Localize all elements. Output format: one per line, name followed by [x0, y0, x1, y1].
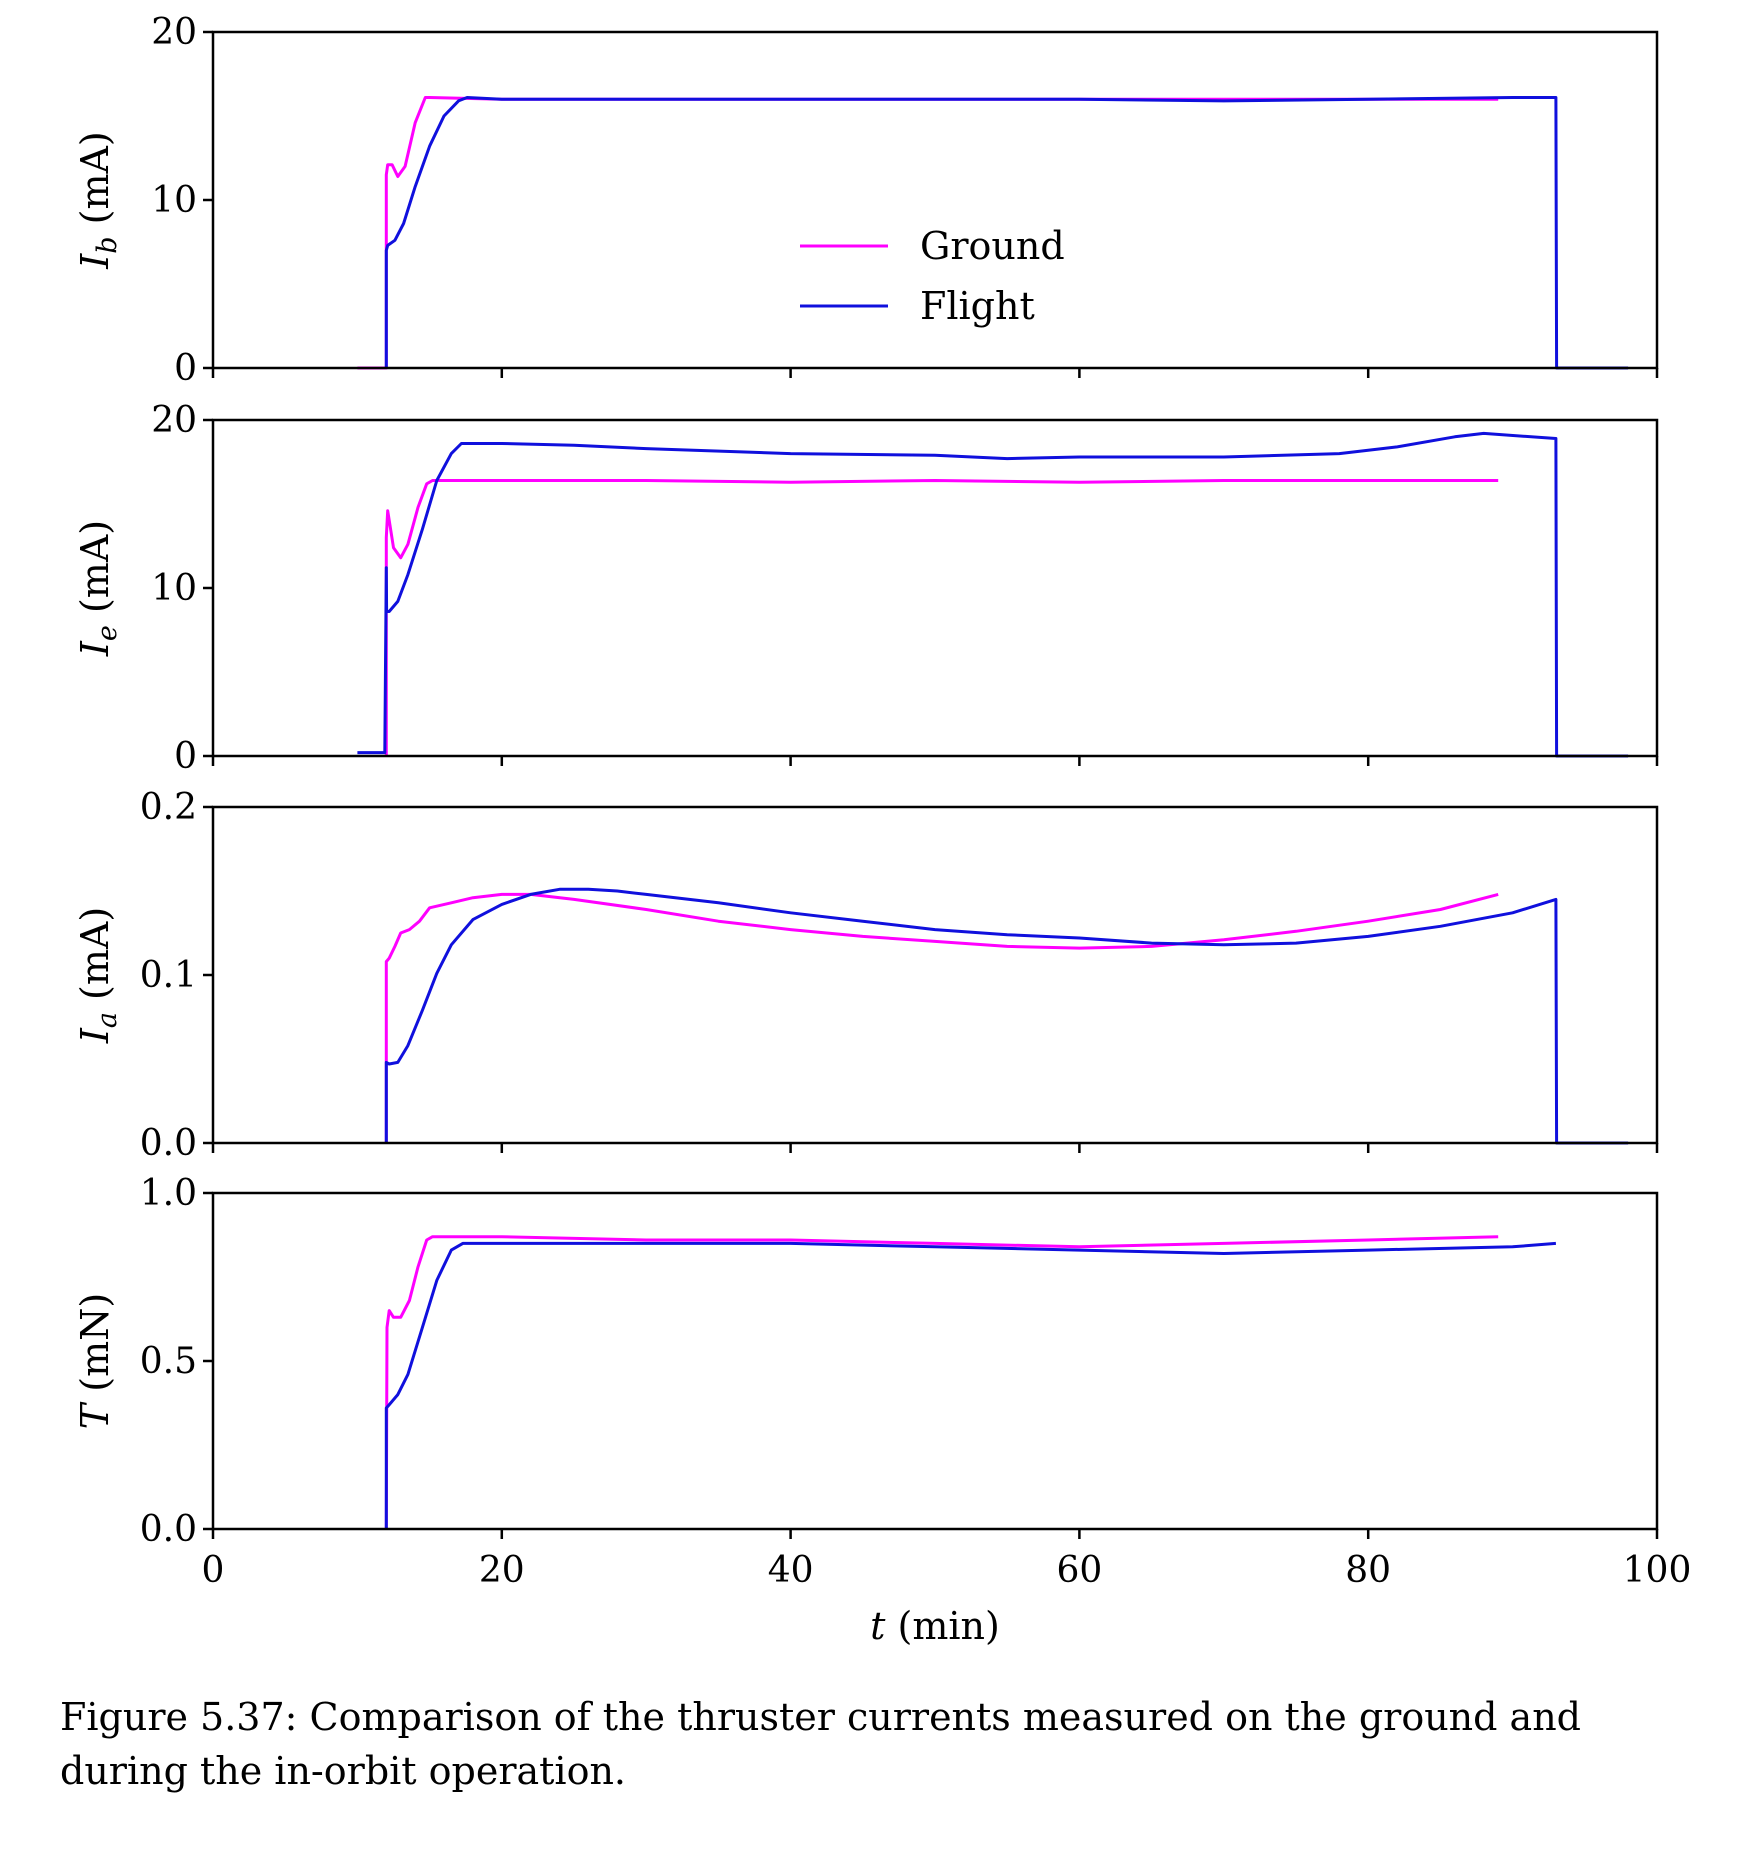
- ytick-label-Ie: 20: [151, 400, 197, 441]
- ytick-label-Ia: 0.0: [140, 1123, 197, 1164]
- legend-label-flight: Flight: [920, 284, 1035, 328]
- ylabel-T: T (mN): [73, 1293, 117, 1429]
- series-line-Ia-ground: [384, 892, 1499, 1143]
- ylabel-unit: (mA): [73, 907, 117, 1012]
- ylabel-Ie: Ie (mA): [73, 520, 123, 657]
- ylabel-Ia: Ia (mA): [73, 907, 123, 1044]
- xlabel: t (min): [870, 1604, 1000, 1648]
- ylabel-Ib: Ib (mA): [73, 131, 123, 270]
- legend-label-ground: Ground: [920, 224, 1065, 268]
- series-line-Ie-flight: [357, 431, 1629, 758]
- ylabel-subscript: b: [92, 236, 123, 253]
- figure-chart: 0 10 20 Ib (mA) 0 10 20 Ie (mA) 0.0 0.1 0.2 Ia (mA)…: [73, 12, 1692, 1648]
- ylabel-symbol: I: [73, 1027, 117, 1044]
- xlabel-unit: (min): [885, 1604, 999, 1648]
- xlabel-symbol: t: [870, 1604, 886, 1648]
- ylabel-symbol: I: [73, 640, 117, 657]
- ytick-label-Ia: 0.2: [140, 787, 197, 828]
- ylabel-symbol: T: [73, 1401, 117, 1429]
- series-line-Ie-ground: [384, 479, 1499, 756]
- panel-frame-Ia: [211, 805, 1659, 1145]
- ylabel-unit: (mA): [73, 520, 117, 625]
- panel-frame-Ie: [211, 418, 1659, 758]
- ytick-label-T: 0.0: [140, 1509, 197, 1550]
- ytick-label-Ib: 20: [151, 12, 197, 53]
- ylabel-symbol: I: [73, 253, 117, 270]
- ylabel-unit: (mN): [73, 1293, 117, 1404]
- xtick-label: 0: [202, 1550, 225, 1591]
- ytick-label-Ie: 0: [174, 736, 197, 777]
- ytick-label-T: 0.5: [140, 1341, 197, 1382]
- ylabel-subscript: a: [92, 1012, 123, 1028]
- xtick-label: 80: [1345, 1550, 1391, 1591]
- series-line-Ib-flight: [384, 96, 1629, 370]
- series-line-T-flight: [384, 1241, 1557, 1529]
- ytick-label-Ia: 0.1: [140, 955, 197, 996]
- ytick-label-T: 1.0: [140, 1173, 197, 1214]
- xtick-label: 60: [1056, 1550, 1102, 1591]
- ytick-label-Ie: 10: [151, 568, 197, 609]
- xtick-label: 40: [768, 1550, 814, 1591]
- series-line-T-ground: [384, 1235, 1499, 1530]
- ytick-label-Ib: 10: [151, 180, 197, 221]
- series-line-Ia-flight: [384, 887, 1629, 1145]
- figure-caption: Figure 5.37: Comparison of the thruster …: [60, 1695, 1582, 1793]
- xtick-label: 20: [479, 1550, 525, 1591]
- ytick-label-Ib: 0: [174, 348, 197, 389]
- ylabel-subscript: e: [92, 625, 123, 641]
- ylabel-unit: (mA): [73, 131, 117, 236]
- xtick-label: 100: [1623, 1550, 1692, 1591]
